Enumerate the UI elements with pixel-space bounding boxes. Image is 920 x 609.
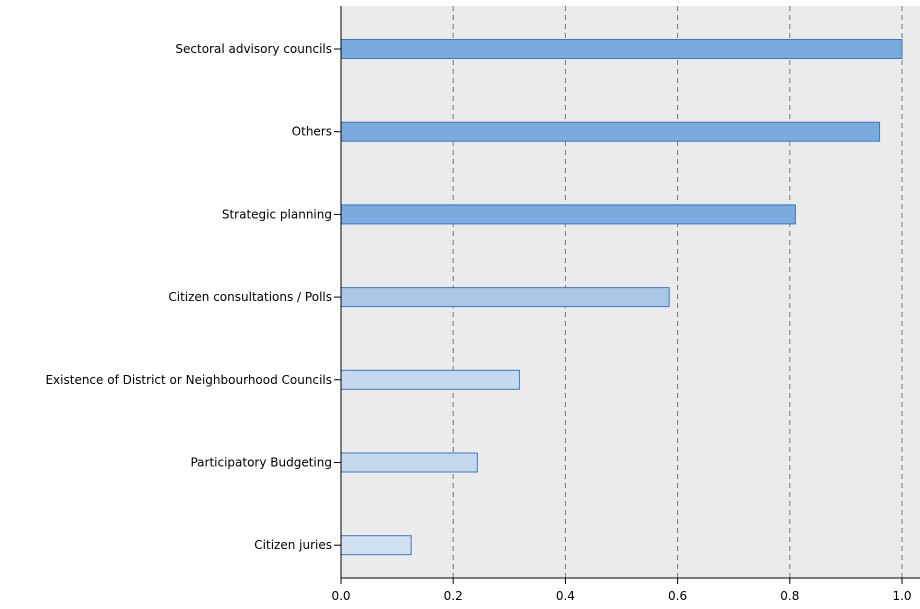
bar: [340, 452, 478, 473]
bar: [340, 204, 796, 225]
category-label: Strategic planning: [222, 207, 332, 221]
x-tick-label: 0.0: [331, 589, 350, 603]
category-label: Citizen juries: [254, 538, 332, 552]
bar: [340, 369, 520, 390]
value-ticks: 0.0 0.2 0.4 0.6 0.8 1.0: [331, 578, 912, 603]
bar: [340, 121, 881, 142]
category-label: Participatory Budgeting: [190, 456, 332, 470]
bar: [340, 39, 903, 59]
x-tick-label: 0.2: [444, 589, 463, 603]
x-tick-label: 0.6: [668, 589, 687, 603]
category-label: Others: [292, 125, 332, 139]
category-label: Sectoral advisory councils: [175, 42, 332, 56]
x-tick-label: 0.4: [556, 589, 575, 603]
bar: [340, 287, 670, 308]
category-label: Citizen consultations / Polls: [168, 290, 332, 304]
category-label: Existence of District or Neighbourhood C…: [45, 373, 332, 387]
x-tick-label: 0.8: [780, 589, 799, 603]
bar: [340, 535, 412, 556]
category-ticks: Sectoral advisory councils Others Strategi…: [45, 42, 341, 552]
x-tick-label: 1.0: [892, 589, 911, 603]
